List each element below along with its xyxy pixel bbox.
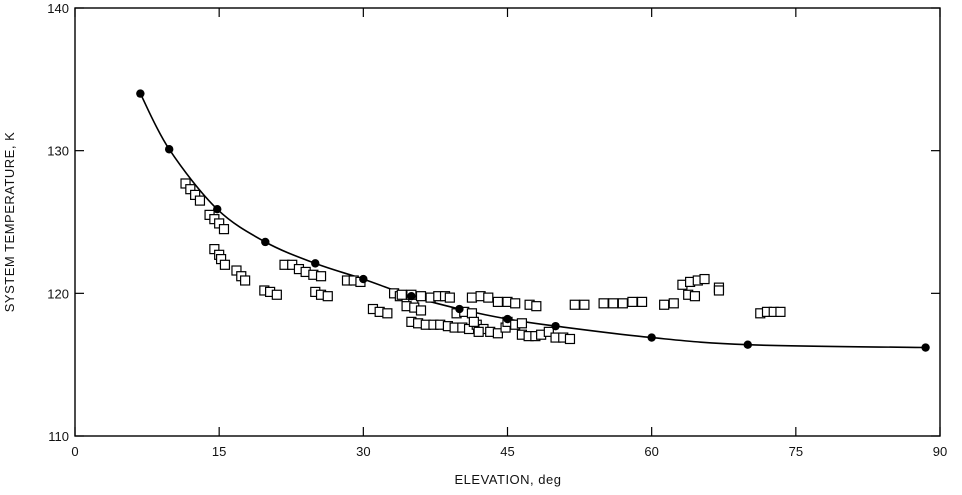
open-square-point [598,298,609,309]
x-tick-labels: 0 15 30 45 60 75 90 [71,444,947,459]
open-square-point [396,289,407,300]
open-square-point [315,271,327,282]
filled-circle-point [213,204,222,214]
open-square-point [468,316,479,327]
filled-circle-point [359,274,368,284]
y-axis-title: SYSTEM TEMPERATURE, K [2,132,17,313]
open-square-point [531,301,542,312]
open-square-point [689,291,701,302]
open-square-point [510,298,521,309]
y-tick-label: 130 [47,144,69,159]
open-square-point [240,275,251,286]
x-tick-label: 45 [500,444,514,459]
filled-circle-point [407,291,416,301]
open-square-point [218,224,230,235]
open-square-point [415,305,427,316]
x-tick-label: 15 [212,444,226,459]
y-tick-labels: 110 120 130 140 [47,1,69,444]
filled-circle-point [551,321,560,331]
open-square-point [492,328,503,339]
x-tick-label: 60 [644,444,658,459]
x-tick-label: 0 [71,444,78,459]
open-square-point [219,259,231,270]
y-tick-label: 110 [48,429,69,444]
open-square-point [627,296,638,307]
open-square-point [271,289,282,300]
open-square-point [636,296,648,307]
open-square-point [699,273,710,285]
open-square-points [180,178,786,345]
filled-circle-point [311,259,320,268]
filled-circle-points [136,89,930,352]
open-square-point [516,318,528,329]
open-square-point [483,292,494,303]
y-tick-label: 140 [47,1,69,16]
open-square-point [466,292,478,303]
open-square-point [322,291,333,302]
filled-circle-point [921,343,930,352]
open-square-point [569,299,580,310]
filled-circle-point [503,314,512,324]
open-square-point [492,296,503,307]
open-square-point [543,326,554,337]
x-axis-title: ELEVATION, deg [455,472,562,487]
open-square-point [579,299,590,310]
filled-circle-point [136,89,145,98]
y-tick-label: 120 [47,286,69,301]
open-square-point [775,306,786,317]
open-square-point [382,308,393,319]
x-tick-label: 90 [933,444,947,459]
open-square-point [659,299,670,310]
filled-circle-point [647,333,656,342]
open-square-point [617,298,628,309]
filled-circle-point [455,304,464,314]
filled-circle-point [261,237,270,247]
plot-frame [74,7,941,437]
axis-ticks [74,7,941,437]
open-square-point [415,291,427,302]
open-square-point [564,333,576,345]
x-tick-label: 30 [356,444,370,459]
open-square-point [608,298,619,309]
filled-circle-point [743,340,752,349]
open-square-point [713,285,725,296]
open-square-point [444,292,455,303]
open-square-point [668,298,679,309]
filled-circle-point [164,145,174,154]
open-square-point [466,308,478,319]
open-square-point [194,195,206,206]
x-tick-label: 75 [789,444,803,459]
open-square-point [473,326,484,337]
